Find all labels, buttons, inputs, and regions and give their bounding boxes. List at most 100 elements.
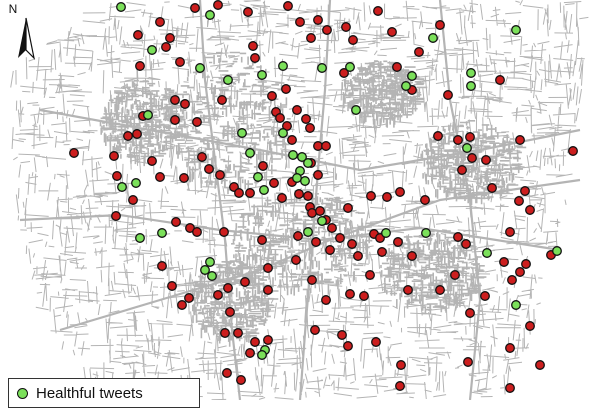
unhealthful-tweet-marker xyxy=(147,156,157,166)
unhealthful-tweet-marker xyxy=(341,22,351,32)
unhealthful-tweet-marker xyxy=(305,123,315,133)
healthful-tweet-marker xyxy=(257,350,267,360)
healthful-tweet-marker xyxy=(421,228,431,238)
unhealthful-tweet-marker xyxy=(495,75,505,85)
unhealthful-tweet-marker xyxy=(283,1,293,11)
unhealthful-tweet-marker xyxy=(366,191,376,201)
unhealthful-tweet-marker xyxy=(184,293,194,303)
unhealthful-tweet-marker xyxy=(339,68,349,78)
unhealthful-tweet-marker xyxy=(313,15,323,25)
unhealthful-tweet-marker xyxy=(303,191,313,201)
unhealthful-tweet-marker xyxy=(414,47,424,57)
unhealthful-tweet-marker xyxy=(287,135,297,145)
unhealthful-tweet-marker xyxy=(177,300,187,310)
unhealthful-tweet-marker xyxy=(157,261,167,271)
north-arrow: N xyxy=(6,2,40,64)
unhealthful-tweet-marker xyxy=(325,245,335,255)
unhealthful-tweet-marker xyxy=(306,33,316,43)
unhealthful-tweet-marker xyxy=(269,178,279,188)
unhealthful-tweet-marker xyxy=(170,115,180,125)
unhealthful-tweet-marker xyxy=(190,3,200,13)
unhealthful-tweet-marker xyxy=(233,328,243,338)
unhealthful-tweet-marker xyxy=(465,308,475,318)
unhealthful-tweet-marker xyxy=(258,161,268,171)
unhealthful-tweet-marker xyxy=(133,30,143,40)
healthful-tweet-marker xyxy=(288,150,298,160)
healthful-tweet-marker xyxy=(245,148,255,158)
unhealthful-tweet-marker xyxy=(245,188,255,198)
unhealthful-tweet-marker xyxy=(377,247,387,257)
legend-item-healthful: Healthful tweets xyxy=(17,383,191,403)
unhealthful-tweet-marker xyxy=(69,148,79,158)
healthful-swatch-icon xyxy=(17,387,28,399)
unhealthful-tweet-marker xyxy=(514,196,524,206)
healthful-tweet-marker xyxy=(253,172,263,182)
unhealthful-tweet-marker xyxy=(234,188,244,198)
healthful-tweet-marker xyxy=(317,216,327,226)
healthful-tweet-marker xyxy=(303,158,313,168)
healthful-tweet-marker xyxy=(482,248,492,258)
unhealthful-tweet-marker xyxy=(481,155,491,165)
unhealthful-tweet-marker xyxy=(128,195,138,205)
unhealthful-tweet-marker xyxy=(507,275,517,285)
urban-core-streets xyxy=(420,120,527,205)
unhealthful-tweet-marker xyxy=(568,146,578,156)
unhealthful-tweet-marker xyxy=(165,33,175,43)
unhealthful-tweet-marker xyxy=(111,211,121,221)
unhealthful-tweet-marker xyxy=(520,186,530,196)
unhealthful-tweet-marker xyxy=(245,348,255,358)
unhealthful-tweet-marker xyxy=(257,235,267,245)
urban-core-streets xyxy=(380,230,487,315)
unhealthful-tweet-marker xyxy=(315,206,325,216)
unhealthful-tweet-marker xyxy=(171,217,181,227)
unhealthful-tweet-marker xyxy=(453,135,463,145)
unhealthful-tweet-marker xyxy=(307,275,317,285)
unhealthful-tweet-marker xyxy=(337,330,347,340)
unhealthful-tweet-marker xyxy=(321,295,331,305)
unhealthful-tweet-marker xyxy=(435,20,445,30)
unhealthful-tweet-marker xyxy=(322,25,332,35)
healthful-tweet-marker xyxy=(116,2,126,12)
unhealthful-tweet-marker xyxy=(161,42,171,52)
healthful-tweet-marker xyxy=(381,228,391,238)
unhealthful-tweet-marker xyxy=(393,237,403,247)
unhealthful-tweet-marker xyxy=(175,57,185,67)
unhealthful-tweet-marker xyxy=(420,195,430,205)
healthful-tweet-marker xyxy=(292,173,302,183)
unhealthful-tweet-marker xyxy=(248,41,258,51)
unhealthful-tweet-marker xyxy=(327,223,337,233)
unhealthful-tweet-marker xyxy=(353,251,363,261)
unhealthful-tweet-marker xyxy=(220,328,230,338)
unhealthful-tweet-marker xyxy=(167,281,177,291)
unhealthful-tweet-marker xyxy=(382,192,392,202)
healthful-tweet-marker xyxy=(278,128,288,138)
unhealthful-tweet-marker xyxy=(263,335,273,345)
map-legend: Healthful tweets xyxy=(8,378,200,408)
healthful-tweet-marker xyxy=(552,246,562,256)
unhealthful-tweet-marker xyxy=(155,172,165,182)
unhealthful-tweet-marker xyxy=(135,61,145,71)
unhealthful-tweet-marker xyxy=(132,129,142,139)
unhealthful-tweet-marker xyxy=(371,337,381,347)
unhealthful-tweet-marker xyxy=(463,357,473,367)
healthful-tweet-marker xyxy=(257,70,267,80)
unhealthful-tweet-marker xyxy=(213,290,223,300)
unhealthful-tweet-marker xyxy=(277,193,287,203)
healthful-tweet-marker xyxy=(205,10,215,20)
unhealthful-tweet-marker xyxy=(179,173,189,183)
unhealthful-tweet-marker xyxy=(365,270,375,280)
highway xyxy=(438,0,482,400)
unhealthful-tweet-marker xyxy=(250,337,260,347)
healthful-tweet-marker xyxy=(207,271,217,281)
healthful-tweet-marker xyxy=(278,61,288,71)
unhealthful-tweet-marker xyxy=(307,208,317,218)
unhealthful-tweet-marker xyxy=(465,132,475,142)
highway xyxy=(59,178,581,332)
unhealthful-tweet-marker xyxy=(263,263,273,273)
unhealthful-tweet-marker xyxy=(457,165,467,175)
healthful-tweet-markers xyxy=(116,2,562,360)
healthful-tweet-marker xyxy=(143,110,153,120)
unhealthful-tweet-marker xyxy=(294,189,304,199)
unhealthful-tweet-marker xyxy=(170,95,180,105)
unhealthful-tweet-marker xyxy=(313,170,323,180)
